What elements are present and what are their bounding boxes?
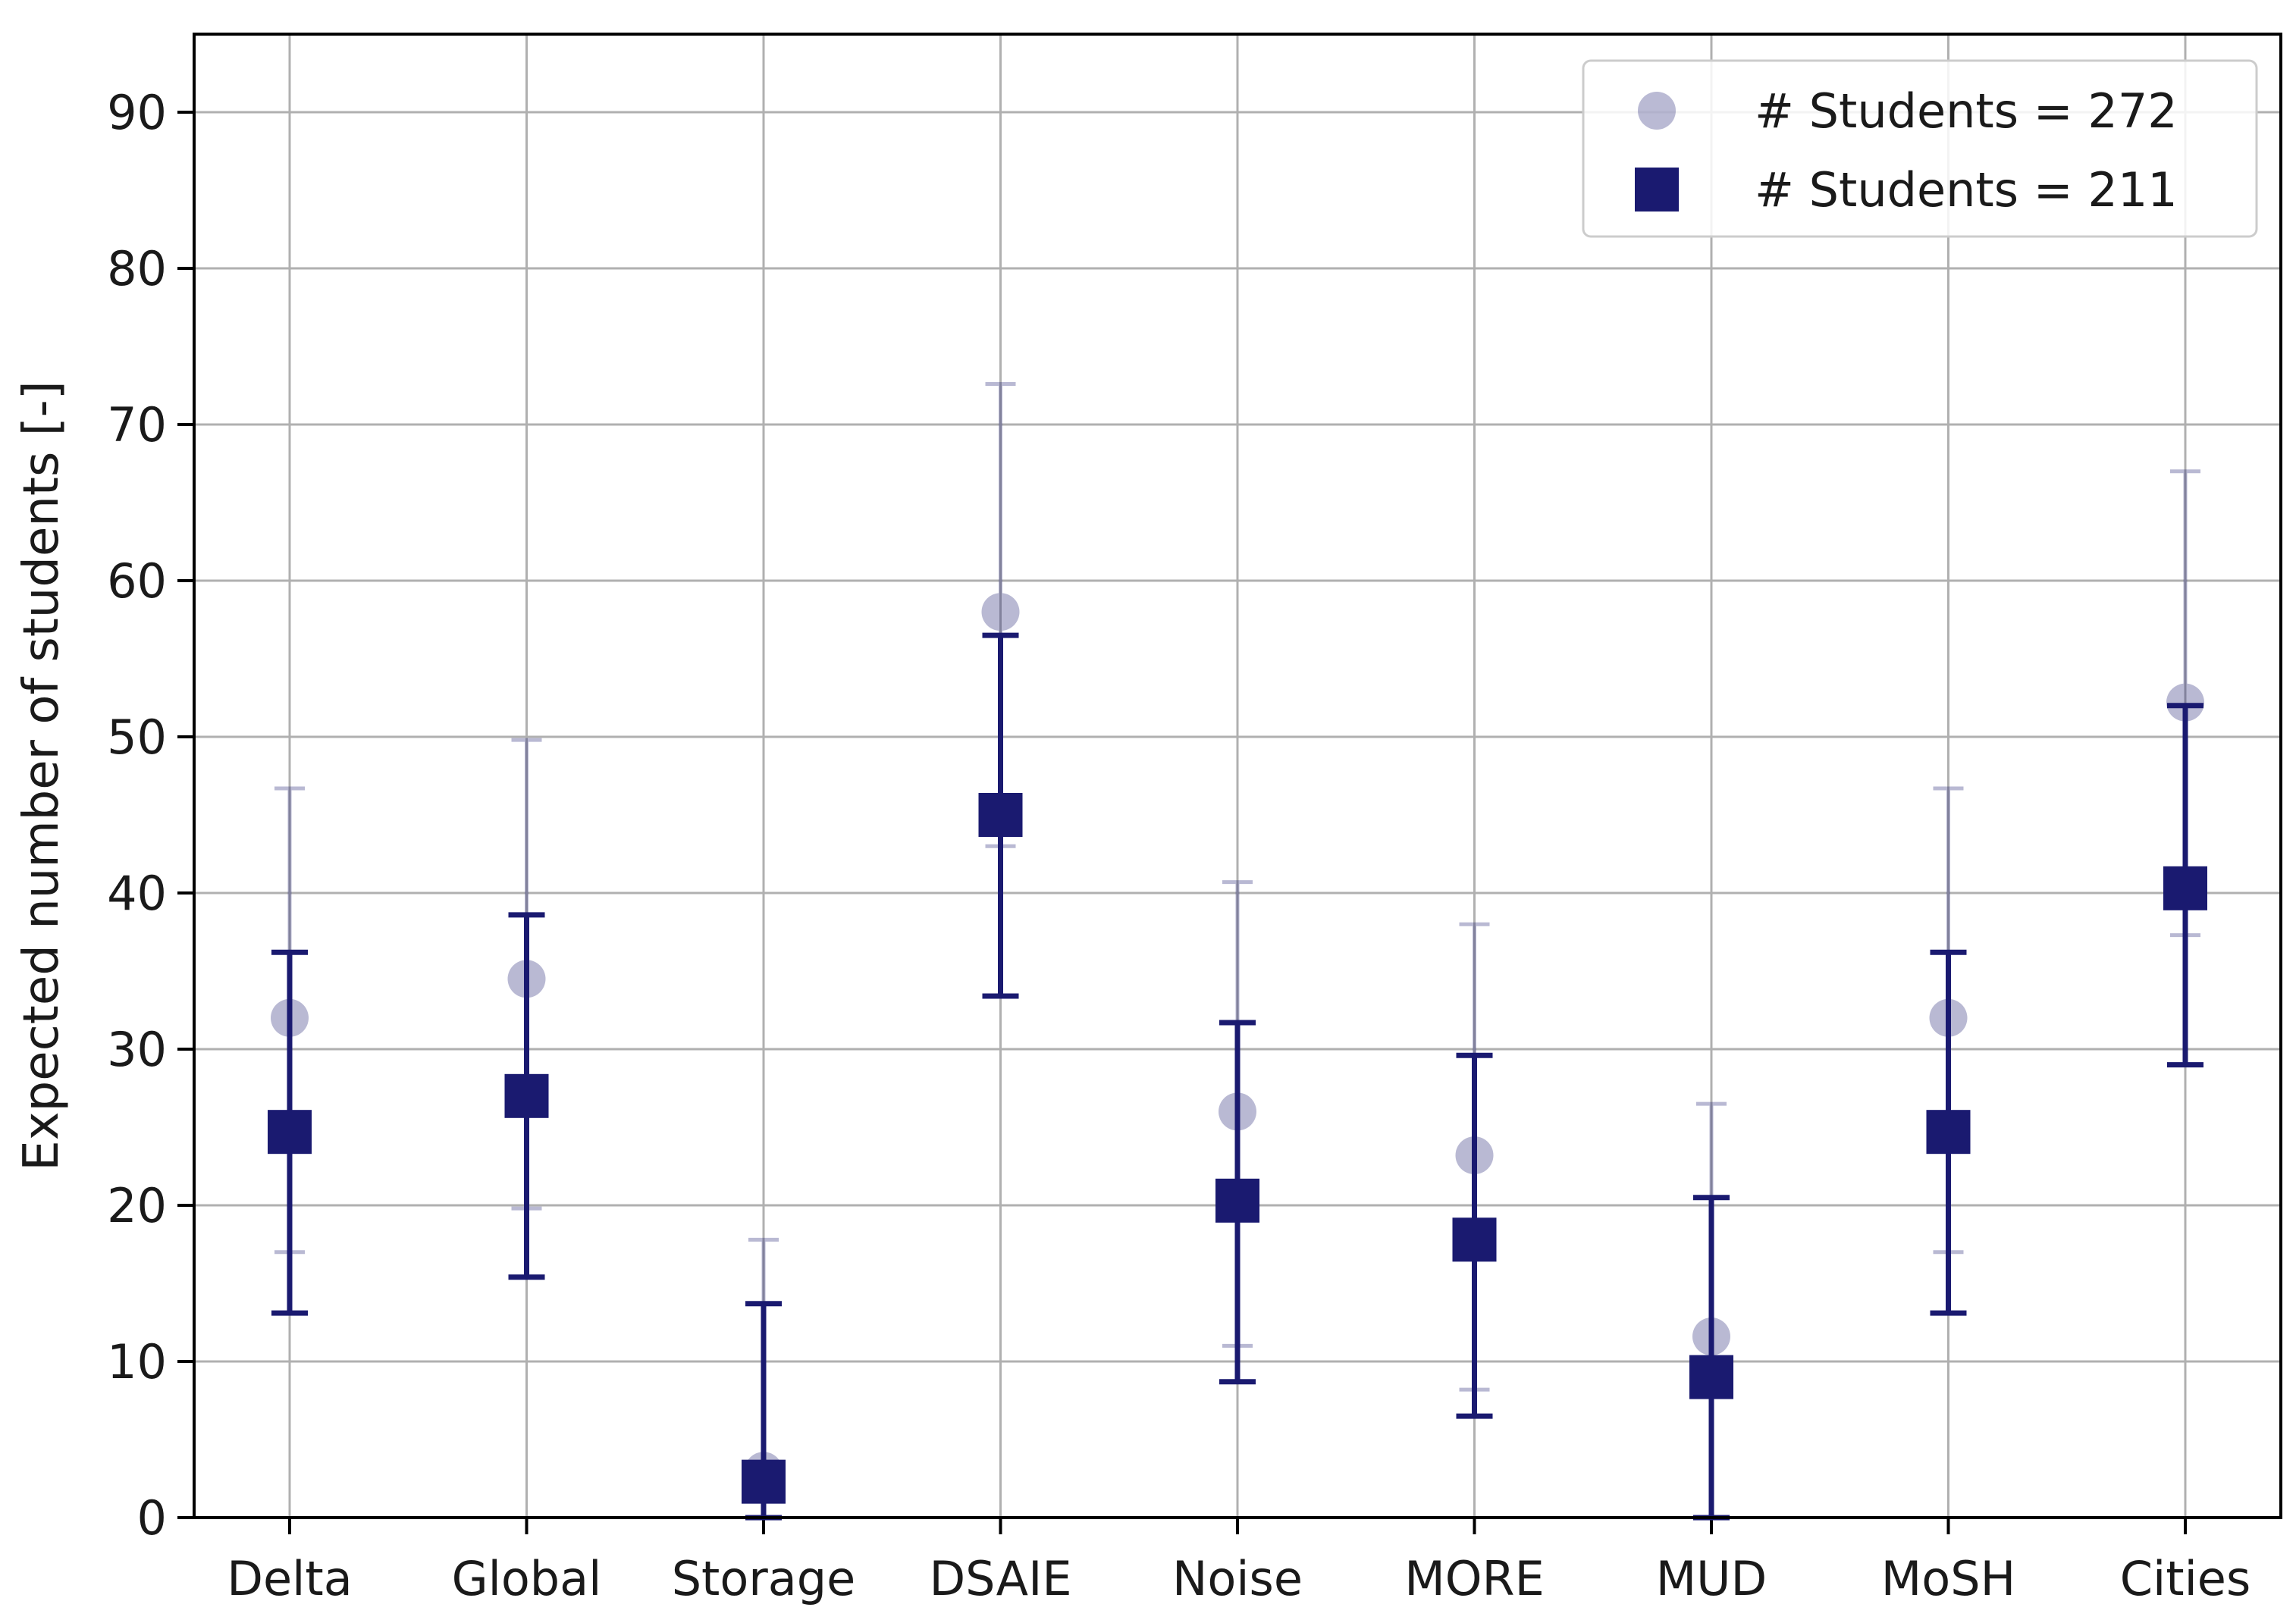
data-point-square [1452, 1217, 1497, 1262]
y-tick-label: 0 [137, 1490, 167, 1546]
axis-ticks: 0 10 20 30 40 50 60 70 80 90 Delta Global Storage DSA… [107, 85, 2251, 1606]
legend-marker-square [1635, 168, 1679, 211]
legend: # Students = 272 # Students = 211 [1582, 59, 2258, 238]
y-tick-label: 40 [107, 866, 167, 921]
legend-label: # Students = 272 [1755, 83, 2178, 139]
legend-box [1582, 59, 2258, 238]
legend-item: # Students = 211 [1635, 162, 2178, 218]
data-point-square [978, 793, 1023, 837]
y-tick-label: 60 [107, 553, 167, 609]
x-tick-label: MoSH [1881, 1551, 2015, 1606]
x-tick-label: Global [452, 1551, 602, 1606]
data-point-square [1926, 1110, 1971, 1155]
x-tick-label: Noise [1172, 1551, 1303, 1606]
data-point-square [742, 1459, 786, 1504]
data-point-square [504, 1073, 549, 1118]
y-tick-label: 30 [107, 1022, 167, 1077]
y-axis-title: Expected number of students [-] [14, 381, 70, 1170]
y-tick-label: 10 [107, 1334, 167, 1390]
plot-frame [193, 33, 2282, 1519]
data-point-square [1215, 1178, 1259, 1223]
x-tick-label: DSAIE [929, 1551, 1071, 1606]
data-point-square [268, 1110, 312, 1155]
x-tick-label: Cities [2120, 1551, 2251, 1606]
legend-marker-circle [1638, 92, 1676, 130]
x-tick-label: MUD [1656, 1551, 1767, 1606]
data-point-circle [2166, 683, 2204, 722]
x-tick-label: Delta [227, 1551, 352, 1606]
y-tick-label: 80 [107, 241, 167, 296]
series-2 [268, 632, 2207, 1521]
y-tick-label: 70 [107, 397, 167, 453]
legend-label: # Students = 211 [1755, 162, 2178, 218]
x-tick-label: Storage [672, 1551, 856, 1606]
x-tick-label: MORE [1404, 1551, 1545, 1606]
data-point-circle [981, 593, 1020, 631]
data-series [268, 381, 2207, 1521]
data-point-square [1689, 1355, 1733, 1399]
y-tick-label: 90 [107, 85, 167, 140]
y-tick-label: 50 [107, 710, 167, 765]
y-tick-label: 20 [107, 1178, 167, 1233]
legend-item: # Students = 272 [1638, 83, 2178, 139]
data-point-square [2163, 866, 2207, 910]
